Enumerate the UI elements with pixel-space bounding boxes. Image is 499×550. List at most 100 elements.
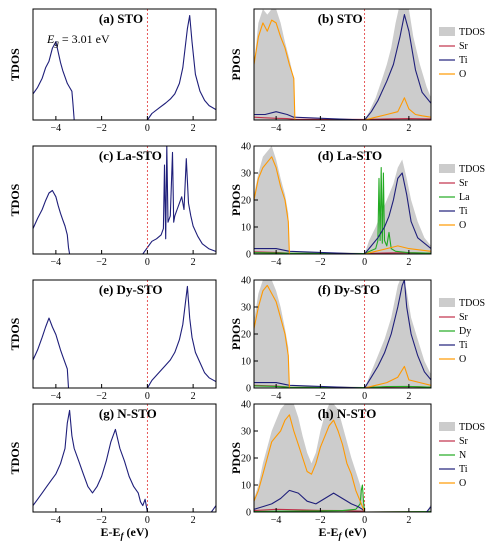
x-tick-label: −4 <box>51 123 62 134</box>
y-tick-label: 20 <box>241 196 251 207</box>
y-tick-label: 0 <box>246 384 251 395</box>
band-gap-annotation: Eg = 3.01 eV <box>46 32 110 48</box>
plot-area <box>254 9 431 120</box>
panel-title: (f) Dy-STO <box>318 282 380 297</box>
x-tick-label: 0 <box>362 257 367 268</box>
ti-series-line <box>254 14 431 120</box>
plot-frame <box>253 8 432 121</box>
y-axis-label: PDOS <box>229 442 243 474</box>
plot-area <box>33 280 216 388</box>
legend-item-tdos: TDOS <box>439 298 485 309</box>
panel-title: (e) Dy-STO <box>99 282 163 297</box>
x-tick-label: 0 <box>362 515 367 526</box>
tdos-series-area <box>254 146 431 254</box>
y-axis-label: TDOS <box>8 441 22 474</box>
x-tick-label: 2 <box>191 257 196 268</box>
legend-label: Ti <box>459 340 468 351</box>
x-tick-label: −2 <box>96 257 107 268</box>
n-series-line <box>254 484 431 512</box>
tdos-series-area <box>254 280 431 388</box>
x-tick-label: 0 <box>145 257 150 268</box>
legend-label: Sr <box>459 178 469 189</box>
x-tick-label: 2 <box>406 391 411 402</box>
legend-label: O <box>459 478 466 489</box>
x-tick-label: −4 <box>271 257 282 268</box>
x-tick-label: 0 <box>362 123 367 134</box>
legend-label: O <box>459 220 466 231</box>
panel-title: (a) STO <box>99 11 143 26</box>
y-tick-label: 20 <box>241 454 251 465</box>
x-tick-label: 0 <box>145 123 150 134</box>
y-tick-label: 10 <box>241 223 251 234</box>
legend-item-ti: Ti <box>439 464 468 475</box>
legend-label: TDOS <box>459 164 485 175</box>
x-tick-label: −2 <box>315 515 326 526</box>
x-tick-label: 0 <box>362 391 367 402</box>
legend-item-n: N <box>439 450 466 461</box>
tdos-series-area <box>254 9 431 120</box>
legend-swatch <box>439 27 455 36</box>
y-axis-label: TDOS <box>8 183 22 216</box>
legend-item-ti: Ti <box>439 206 468 217</box>
y-tick-label: 20 <box>241 330 251 341</box>
x-tick-label: 0 <box>145 515 150 526</box>
legend-item-la: La <box>439 192 470 203</box>
y-tick-label: 0 <box>246 250 251 261</box>
x-tick-label: −2 <box>315 391 326 402</box>
legend-item-tdos: TDOS <box>439 422 485 433</box>
legend-item-o: O <box>439 69 466 80</box>
y-tick-label: 30 <box>241 303 251 314</box>
legend-label: TDOS <box>459 422 485 433</box>
x-tick-label: 2 <box>406 515 411 526</box>
o-series-line <box>254 414 431 512</box>
legend-label: O <box>459 69 466 80</box>
legend-label: Ti <box>459 464 468 475</box>
x-tick-label: −4 <box>51 515 62 526</box>
panel-title: (b) STO <box>318 11 363 26</box>
legend-label: Sr <box>459 312 469 323</box>
legend-item-sr: Sr <box>439 41 469 52</box>
y-axis-label: PDOS <box>229 184 243 216</box>
legend-label: N <box>459 450 466 461</box>
x-tick-label: 2 <box>191 391 196 402</box>
y-tick-label: 40 <box>241 400 251 411</box>
plot-area <box>33 146 216 254</box>
la-series-line <box>254 167 431 254</box>
x-axis-label: E-Ef (eV) <box>101 525 149 541</box>
x-tick-label: −2 <box>96 123 107 134</box>
legend-swatch <box>439 298 455 307</box>
legend-item-sr: Sr <box>439 436 469 447</box>
legend-label: Ti <box>459 206 468 217</box>
x-tick-label: −4 <box>271 391 282 402</box>
legend-label: La <box>459 192 470 203</box>
panel-c: −4 −2 0 2 TDOS (c) La-STO <box>8 145 217 268</box>
legend-label: O <box>459 354 466 365</box>
legend-label: Sr <box>459 436 469 447</box>
o-series-line <box>254 156 431 254</box>
panel-g: −4 −2 0 2 TDOS (g) N-STO E-Ef (eV) <box>8 403 217 541</box>
ti-series-line <box>254 280 431 388</box>
y-tick-label: 30 <box>241 169 251 180</box>
panel-title: (h) N-STO <box>318 406 377 421</box>
o-series-line <box>254 284 431 388</box>
legend-item-sr: Sr <box>439 312 469 323</box>
x-tick-label: −2 <box>96 391 107 402</box>
x-tick-label: 2 <box>191 515 196 526</box>
plot-frame <box>32 145 217 255</box>
legend-item-ti: Ti <box>439 55 468 66</box>
legend-label: Dy <box>459 326 471 337</box>
legend-item-tdos: TDOS <box>439 27 485 38</box>
plot-frame <box>32 8 217 121</box>
x-tick-label: −4 <box>51 257 62 268</box>
y-tick-label: 40 <box>241 142 251 153</box>
x-tick-label: −4 <box>271 515 282 526</box>
legend-label: Sr <box>459 41 469 52</box>
legend-label: TDOS <box>459 298 485 309</box>
panel-title: (g) N-STO <box>99 406 157 421</box>
legend-item-ti: Ti <box>439 340 468 351</box>
y-axis-label: TDOS <box>8 317 22 350</box>
o-series-line <box>254 19 431 120</box>
x-tick-label: 2 <box>406 257 411 268</box>
